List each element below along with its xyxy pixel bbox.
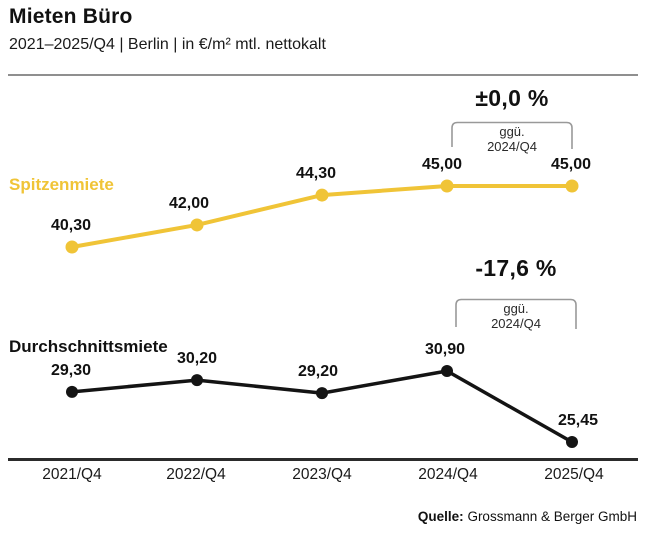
value-label: 29,30 [50, 361, 92, 379]
x-axis-label-2022q4: 2022/Q4 [166, 466, 226, 483]
value-label: 45,00 [421, 156, 463, 173]
header-divider [8, 74, 638, 76]
annotation-durchschnittsmiete-change: -17,6 % ggü. 2024/Q4 [454, 255, 578, 334]
value-label: 30,90 [424, 341, 466, 358]
page-title: Mieten Büro [9, 5, 133, 28]
value-label: 45,00 [550, 156, 592, 173]
x-axis-label-2023q4: 2023/Q4 [292, 466, 352, 483]
bracket-shape [455, 298, 577, 329]
data-point [191, 374, 203, 387]
data-point [315, 188, 329, 202]
data-point [440, 179, 454, 193]
comparison-period-text: ggü. 2024/Q4 [487, 124, 537, 154]
bracket-shape [451, 121, 573, 149]
data-point [565, 179, 579, 193]
comparison-bracket: ggü. 2024/Q4 [454, 296, 578, 334]
series-line-durchschnittsmiete [70, 369, 574, 444]
value-label: 42,00 [168, 194, 210, 212]
annotation-spitzenmiete-change: ±0,0 % ggü. 2024/Q4 [450, 85, 574, 153]
value-label: 30,20 [176, 350, 218, 368]
data-point [441, 365, 453, 377]
x-axis-label-2021q4: 2021/Q4 [42, 466, 102, 483]
comparison-period-text: ggü. 2024/Q4 [491, 301, 541, 331]
value-label: 25,45 [557, 412, 599, 429]
change-percent-label: ±0,0 % [475, 85, 549, 111]
value-label: 40,30 [50, 217, 92, 234]
source-label: Quelle: [417, 509, 464, 524]
page-subtitle: 2021–2025/Q4 | Berlin | in €/m² mtl. net… [9, 36, 326, 53]
value-label: 44,30 [295, 165, 337, 183]
data-point [566, 436, 578, 449]
value-label: 29,20 [297, 363, 339, 381]
series-label-spitzenmiete: Spitzenmiete [9, 175, 114, 194]
data-point [65, 240, 79, 254]
series-label-durchschnittsmiete: Durchschnittsmiete [9, 337, 168, 356]
x-axis-label-2024q4: 2024/Q4 [418, 466, 478, 483]
data-point [316, 387, 328, 400]
comparison-bracket: ggü. 2024/Q4 [450, 119, 574, 153]
data-point [66, 385, 78, 398]
change-percent-label: -17,6 % [475, 255, 557, 281]
source-credit: Quelle: Grossmann & Berger GmbH [418, 509, 637, 524]
data-point [190, 218, 204, 232]
x-axis-label-2025q4: 2025/Q4 [544, 466, 604, 483]
source-value: Grossmann & Berger GmbH [463, 509, 637, 524]
